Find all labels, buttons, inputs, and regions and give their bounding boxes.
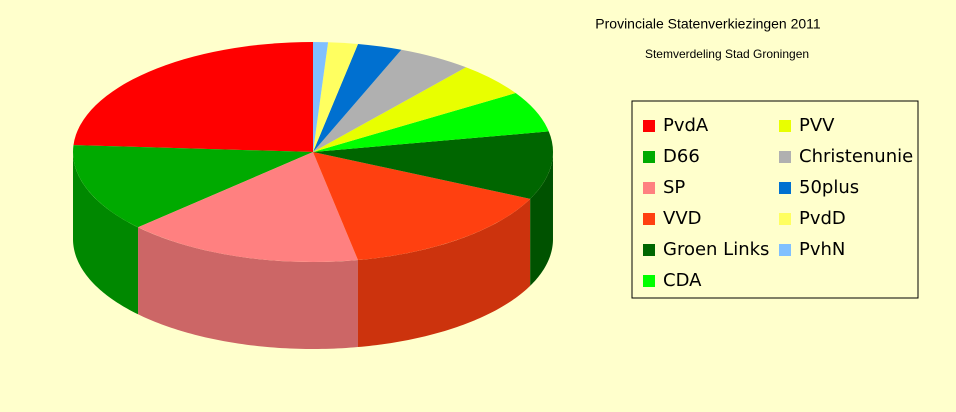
legend-swatch xyxy=(779,213,791,225)
legend-swatch xyxy=(643,151,655,163)
slice xyxy=(313,43,402,152)
legend-swatch xyxy=(779,151,791,163)
slice xyxy=(138,152,358,263)
legend-label: PvdD xyxy=(799,208,846,229)
legend-label: SP xyxy=(663,177,685,198)
slice xyxy=(313,42,329,152)
slice xyxy=(313,93,549,152)
slice-side xyxy=(530,153,553,286)
pie xyxy=(73,42,554,349)
chart-title: Provinciale Statenverkiezingen 2011 xyxy=(595,16,821,32)
legend-swatch xyxy=(643,182,655,194)
legend-swatch xyxy=(643,275,655,287)
slice xyxy=(313,67,516,152)
legend-swatch xyxy=(643,244,655,256)
legend-swatch xyxy=(779,244,791,256)
slice-side xyxy=(138,227,358,349)
legend-swatch xyxy=(643,120,655,132)
legend-swatch xyxy=(779,120,791,132)
legend-label: 50plus xyxy=(799,177,859,198)
legend-swatch xyxy=(779,182,791,194)
legend-label: Groen Links xyxy=(663,239,769,260)
slice xyxy=(313,152,531,261)
legend-label: PVV xyxy=(799,115,835,136)
legend-label: PvhN xyxy=(799,239,845,260)
slice-side xyxy=(73,152,139,315)
legend-box xyxy=(631,100,919,299)
legend-label: D66 xyxy=(663,146,700,167)
slice xyxy=(313,49,466,152)
legend-label: CDA xyxy=(663,270,702,291)
slice xyxy=(73,145,313,228)
slice xyxy=(73,42,313,152)
slice xyxy=(313,42,358,153)
legend-label: VVD xyxy=(663,208,702,229)
legend-label: PvdA xyxy=(663,115,709,136)
chart-subtitle: Stemverdeling Stad Groningen xyxy=(645,47,809,61)
legend: PvdA D66 SP VVD Groen Links CDA PVV Christenuni… xyxy=(643,115,913,291)
slice xyxy=(313,131,554,199)
legend-label: Christenunie xyxy=(799,146,913,167)
legend-swatch xyxy=(643,213,655,225)
slice-side xyxy=(357,198,531,348)
